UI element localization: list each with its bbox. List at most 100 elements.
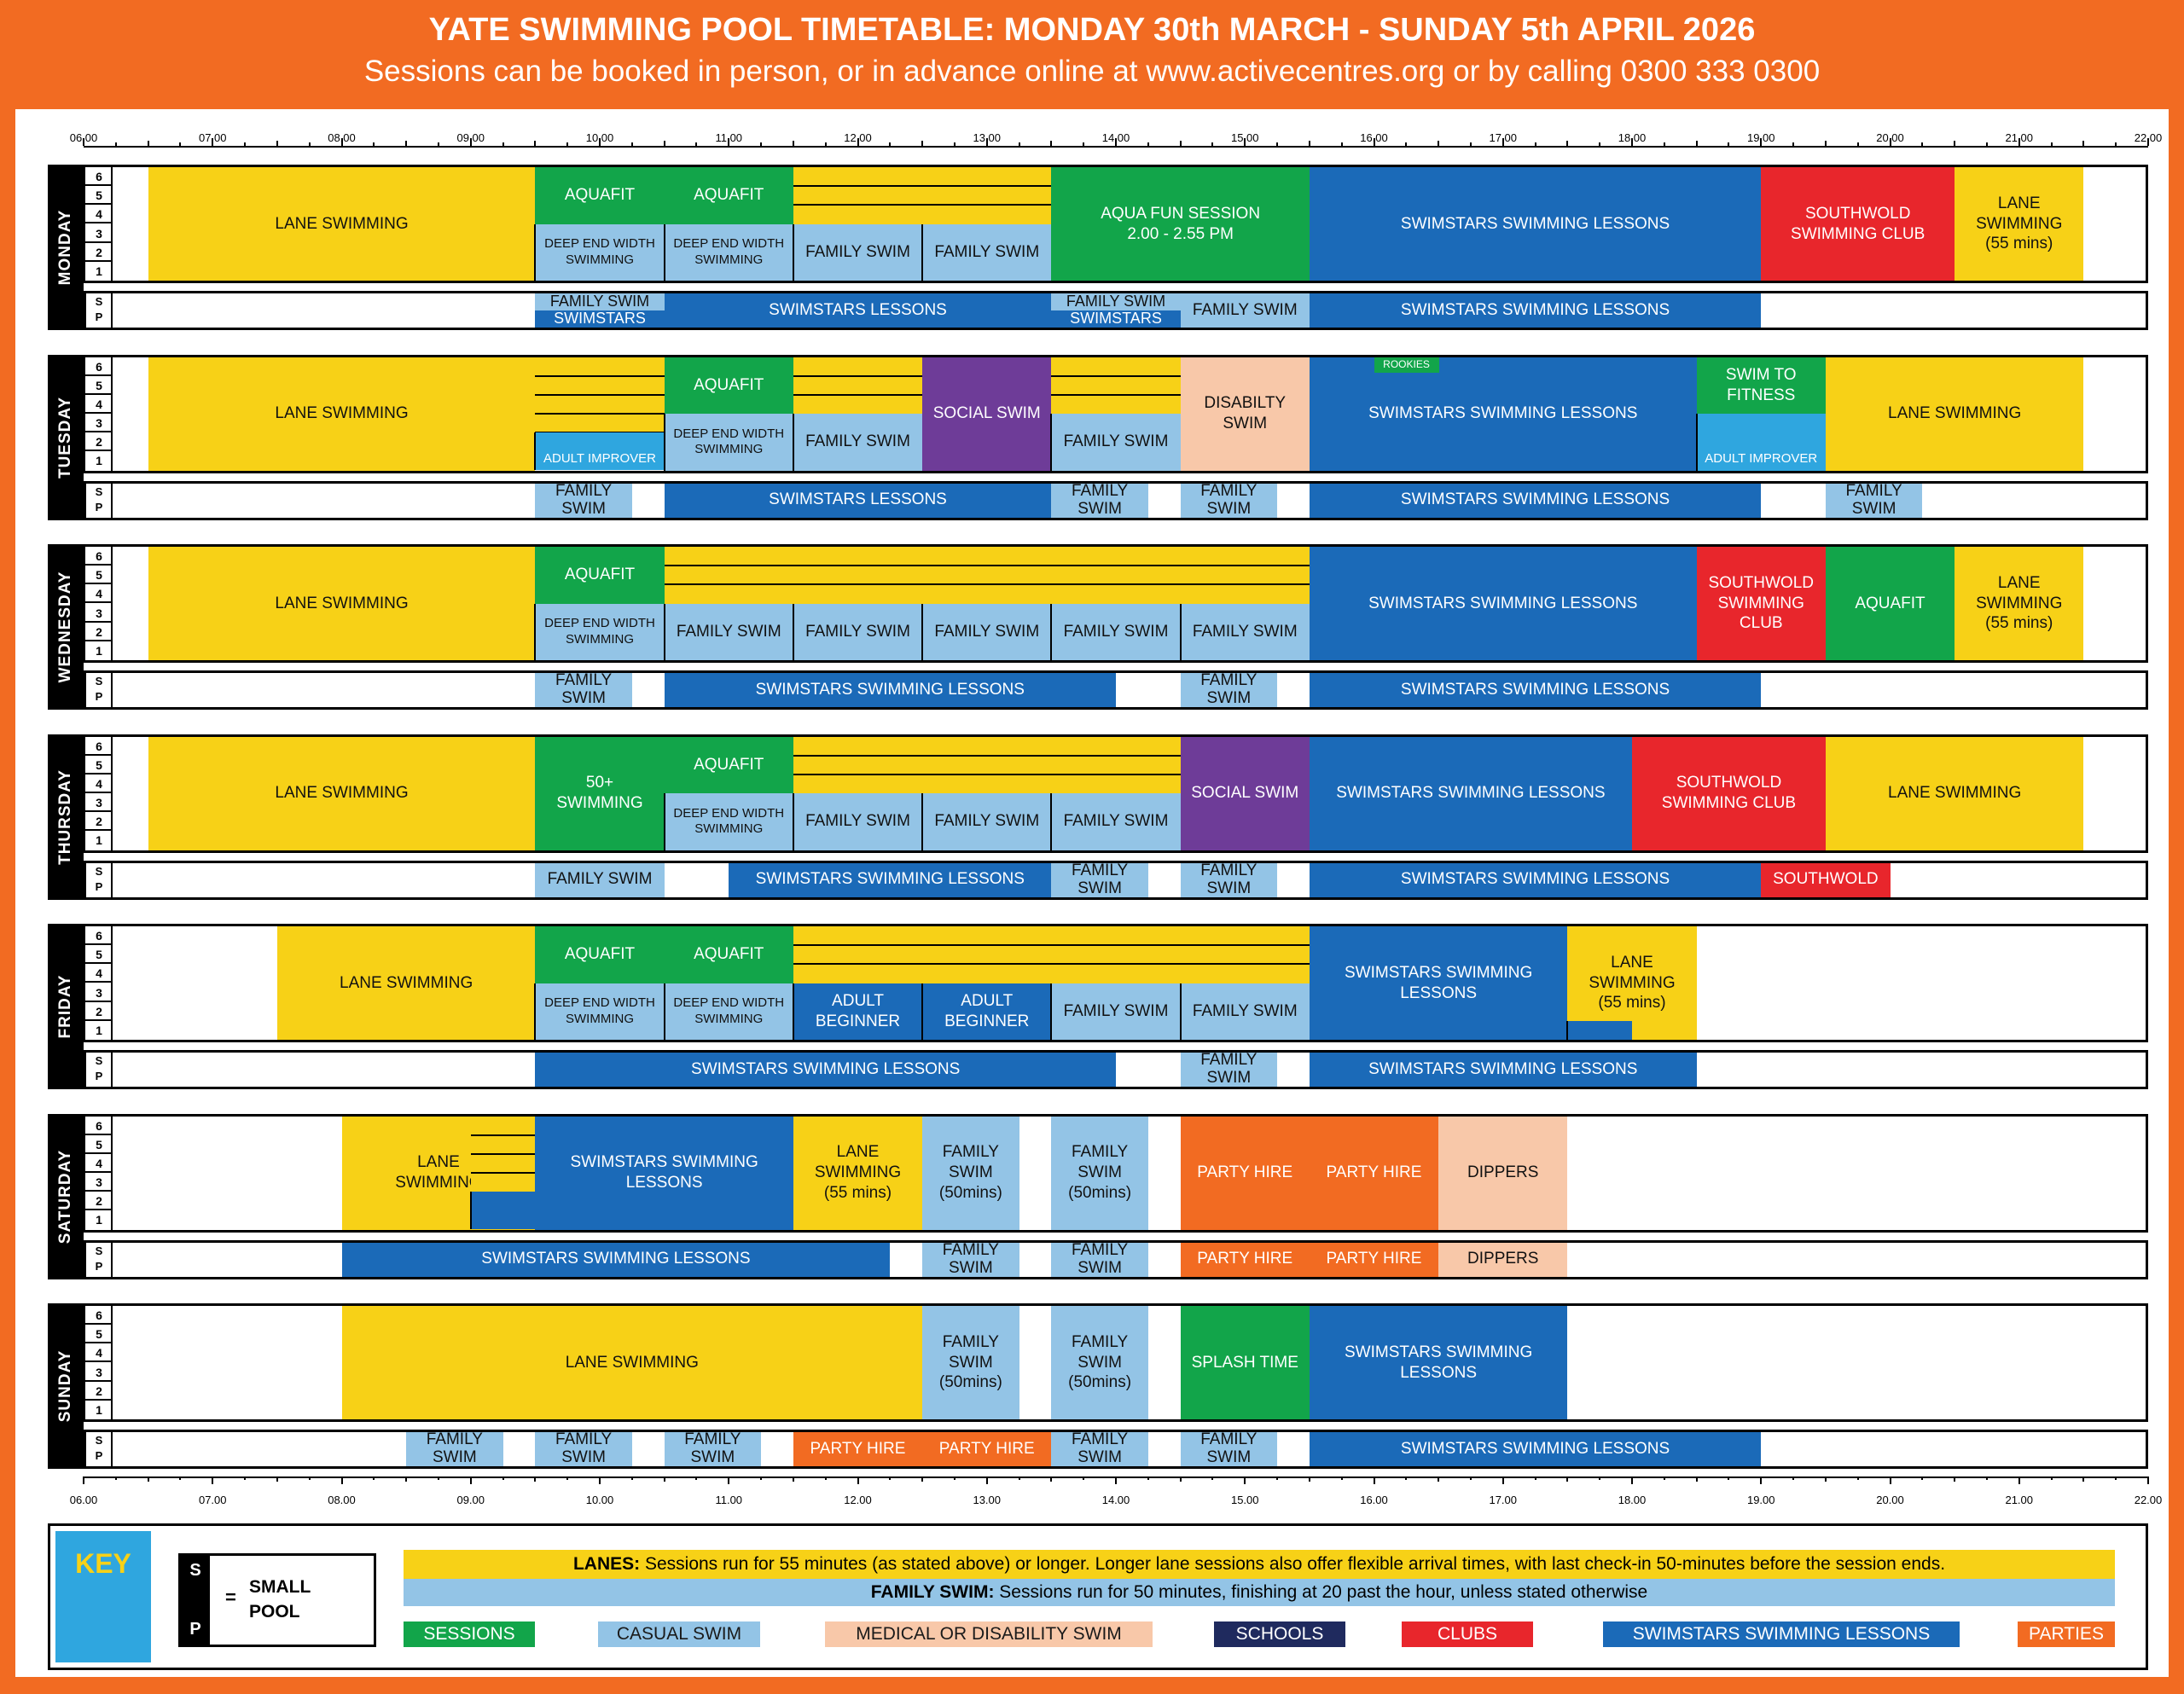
session-block[interactable]: FAMILY SWIM — [1051, 793, 1181, 850]
small-pool-session[interactable]: FAMILY SWIM — [535, 1432, 632, 1466]
session-block[interactable]: SWIMSTARS SWIMMING LESSONS — [1309, 357, 1697, 471]
session-block[interactable]: LANE SWIMMING — [276, 926, 536, 1040]
session-block[interactable]: FAMILY SWIM — [793, 793, 923, 850]
small-pool-session[interactable]: PARTY HIRE — [1309, 1242, 1439, 1277]
session-block[interactable]: SOCIAL SWIM — [922, 357, 1052, 471]
session-block[interactable]: FAMILY SWIM — [1180, 603, 1310, 660]
session-block[interactable]: FAMILY SWIM — [664, 603, 793, 660]
small-pool-session[interactable]: SWIMSTARS — [1051, 310, 1181, 328]
small-pool-session[interactable]: FAMILY SWIM — [535, 673, 632, 707]
session-block[interactable]: PARTY HIRE — [1180, 1116, 1310, 1230]
small-pool-session[interactable]: SOUTHWOLD — [1761, 862, 1891, 897]
small-pool-session[interactable]: FAMILY SWIM — [1180, 293, 1310, 328]
session-block[interactable]: SPLASH TIME — [1180, 1306, 1310, 1419]
session-block[interactable]: DEEP END WIDTH SWIMMING — [664, 983, 793, 1040]
session-block[interactable]: FAMILY SWIM (50mins) — [922, 1116, 1019, 1230]
small-pool-session[interactable]: FAMILY SWIM — [1825, 483, 1923, 518]
session-block[interactable]: AQUAFIT — [664, 736, 793, 793]
small-pool-session[interactable]: SWIMSTARS SWIMMING LESSONS — [1309, 1053, 1697, 1087]
small-pool-session[interactable]: FAMILY SWIM — [1180, 1432, 1278, 1466]
session-block[interactable]: FAMILY SWIM — [793, 414, 923, 471]
session-block[interactable]: SWIMSTARS SWIMMING LESSONS — [1309, 167, 1762, 281]
small-pool-session[interactable]: FAMILY SWIM — [1051, 862, 1148, 897]
small-pool-session[interactable]: SWIMSTARS SWIMMING LESSONS — [1309, 673, 1762, 707]
small-pool-session[interactable]: FAMILY SWIM — [1180, 483, 1278, 518]
session-block[interactable]: FAMILY SWIM — [1051, 414, 1181, 471]
session-block[interactable]: FAMILY SWIM — [1051, 983, 1181, 1040]
small-pool-session[interactable]: SWIMSTARS SWIMMING LESSONS — [1309, 1432, 1762, 1466]
session-block[interactable] — [1051, 357, 1181, 414]
session-block[interactable]: AQUA FUN SESSION 2.00 - 2.55 PM — [1051, 167, 1310, 281]
small-pool-session[interactable]: FAMILY SWIM — [535, 862, 665, 897]
session-block[interactable]: LANE SWIMMING (55 mins) — [1955, 167, 2084, 281]
session-block[interactable]: DEEP END WIDTH SWIMMING — [535, 983, 665, 1040]
small-pool-session[interactable]: FAMILY SWIM — [1180, 673, 1278, 707]
session-block[interactable]: AQUAFIT — [664, 926, 793, 983]
session-block[interactable]: FAMILY SWIM — [1051, 603, 1181, 660]
session-block[interactable]: LANE SWIMMING (55 mins) — [1955, 547, 2084, 660]
session-block[interactable]: ADULT IMPROVER — [535, 432, 665, 471]
session-block[interactable]: DIPPERS — [1438, 1116, 1568, 1230]
session-block[interactable]: LANE SWIMMING — [1825, 736, 2084, 850]
small-pool-session[interactable]: FAMILY SWIM — [535, 293, 665, 310]
small-pool-session[interactable]: FAMILY SWIM — [664, 1432, 762, 1466]
small-pool-session[interactable]: SWIMSTARS — [535, 310, 665, 328]
session-block[interactable]: SOUTHWOLD SWIMMING CLUB — [1696, 547, 1826, 660]
session-block[interactable]: FAMILY SWIM — [922, 223, 1052, 281]
session-block[interactable]: FAMILY SWIM — [922, 603, 1052, 660]
session-block[interactable] — [793, 357, 923, 414]
session-block[interactable]: SWIM TO FITNESS — [1696, 357, 1826, 414]
small-pool-session[interactable]: FAMILY SWIM — [1051, 1432, 1148, 1466]
session-block[interactable] — [793, 167, 1052, 224]
session-block[interactable]: ADULT IMPROVER — [1696, 414, 1826, 471]
session-block[interactable]: 50+ SWIMMING — [535, 736, 665, 850]
session-block[interactable]: ADULT BEGINNER — [793, 983, 923, 1040]
session-block[interactable]: SWIMSTARS SWIMMING LESSONS — [535, 1116, 793, 1230]
session-block[interactable]: PARTY HIRE — [1309, 1116, 1439, 1230]
small-pool-session[interactable]: PARTY HIRE — [1180, 1242, 1310, 1277]
session-block[interactable]: LANE SWIMMING — [1825, 357, 2084, 471]
small-pool-session[interactable]: SWIMSTARS SWIMMING LESSONS — [1309, 483, 1762, 518]
session-block[interactable]: AQUAFIT — [535, 926, 665, 983]
small-pool-session[interactable]: SWIMSTARS SWIMMING LESSONS — [1309, 862, 1762, 897]
session-block[interactable]: FAMILY SWIM — [793, 223, 923, 281]
small-pool-session[interactable]: PARTY HIRE — [793, 1432, 923, 1466]
session-block[interactable]: AQUAFIT — [664, 167, 793, 224]
session-block[interactable]: SWIMSTARS SWIMMING LESSONS — [1309, 547, 1697, 660]
session-block[interactable]: AQUAFIT — [535, 167, 665, 224]
session-block[interactable]: AQUAFIT — [664, 357, 793, 414]
session-block[interactable]: LANE SWIMMING — [148, 167, 536, 281]
session-block[interactable]: FAMILY SWIM — [793, 603, 923, 660]
small-pool-session[interactable]: SWIMSTARS LESSONS — [664, 293, 1052, 328]
session-block[interactable]: DEEP END WIDTH SWIMMING — [664, 223, 793, 281]
session-block[interactable]: FAMILY SWIM (50mins) — [1051, 1116, 1148, 1230]
session-block[interactable]: DISABILTY SWIM — [1180, 357, 1310, 471]
session-block[interactable]: FAMILY SWIM (50mins) — [922, 1306, 1019, 1419]
session-block[interactable] — [1567, 1020, 1632, 1040]
session-block[interactable]: ADULT BEGINNER — [922, 983, 1052, 1040]
session-block[interactable]: SWIMSTARS SWIMMING LESSONS — [1309, 1306, 1568, 1419]
session-block[interactable]: AQUAFIT — [1825, 547, 1955, 660]
session-block[interactable]: DEEP END WIDTH SWIMMING — [535, 603, 665, 660]
session-block[interactable] — [793, 926, 1310, 983]
session-block[interactable]: LANE SWIMMING — [148, 547, 536, 660]
session-block[interactable]: DEEP END WIDTH SWIMMING — [535, 223, 665, 281]
session-block[interactable]: LANE SWIMMING — [341, 1306, 923, 1419]
session-block[interactable]: SOUTHWOLD SWIMMING CLUB — [1761, 167, 1955, 281]
small-pool-session[interactable]: SWIMSTARS SWIMMING LESSONS — [1309, 293, 1762, 328]
session-block[interactable]: DEEP END WIDTH SWIMMING — [664, 414, 793, 471]
small-pool-session[interactable]: SWIMSTARS LESSONS — [664, 483, 1052, 518]
session-block[interactable] — [664, 547, 1310, 604]
small-pool-session[interactable]: SWIMSTARS SWIMMING LESSONS — [729, 862, 1052, 897]
session-block[interactable]: LANE SWIMMING — [148, 736, 536, 850]
session-block[interactable] — [470, 1192, 536, 1230]
small-pool-session[interactable]: FAMILY SWIM — [1051, 1242, 1148, 1277]
small-pool-session[interactable]: FAMILY SWIM — [1180, 1053, 1278, 1087]
session-block[interactable]: FAMILY SWIM — [1180, 983, 1310, 1040]
small-pool-session[interactable]: FAMILY SWIM — [1051, 483, 1148, 518]
small-pool-session[interactable]: FAMILY SWIM — [1180, 862, 1278, 897]
session-block[interactable]: AQUAFIT — [535, 547, 665, 604]
session-block[interactable]: LANE SWIMMING (55 mins) — [793, 1116, 923, 1230]
session-block[interactable]: SWIMSTARS SWIMMING LESSONS — [1309, 736, 1632, 850]
small-pool-session[interactable]: PARTY HIRE — [922, 1432, 1052, 1466]
